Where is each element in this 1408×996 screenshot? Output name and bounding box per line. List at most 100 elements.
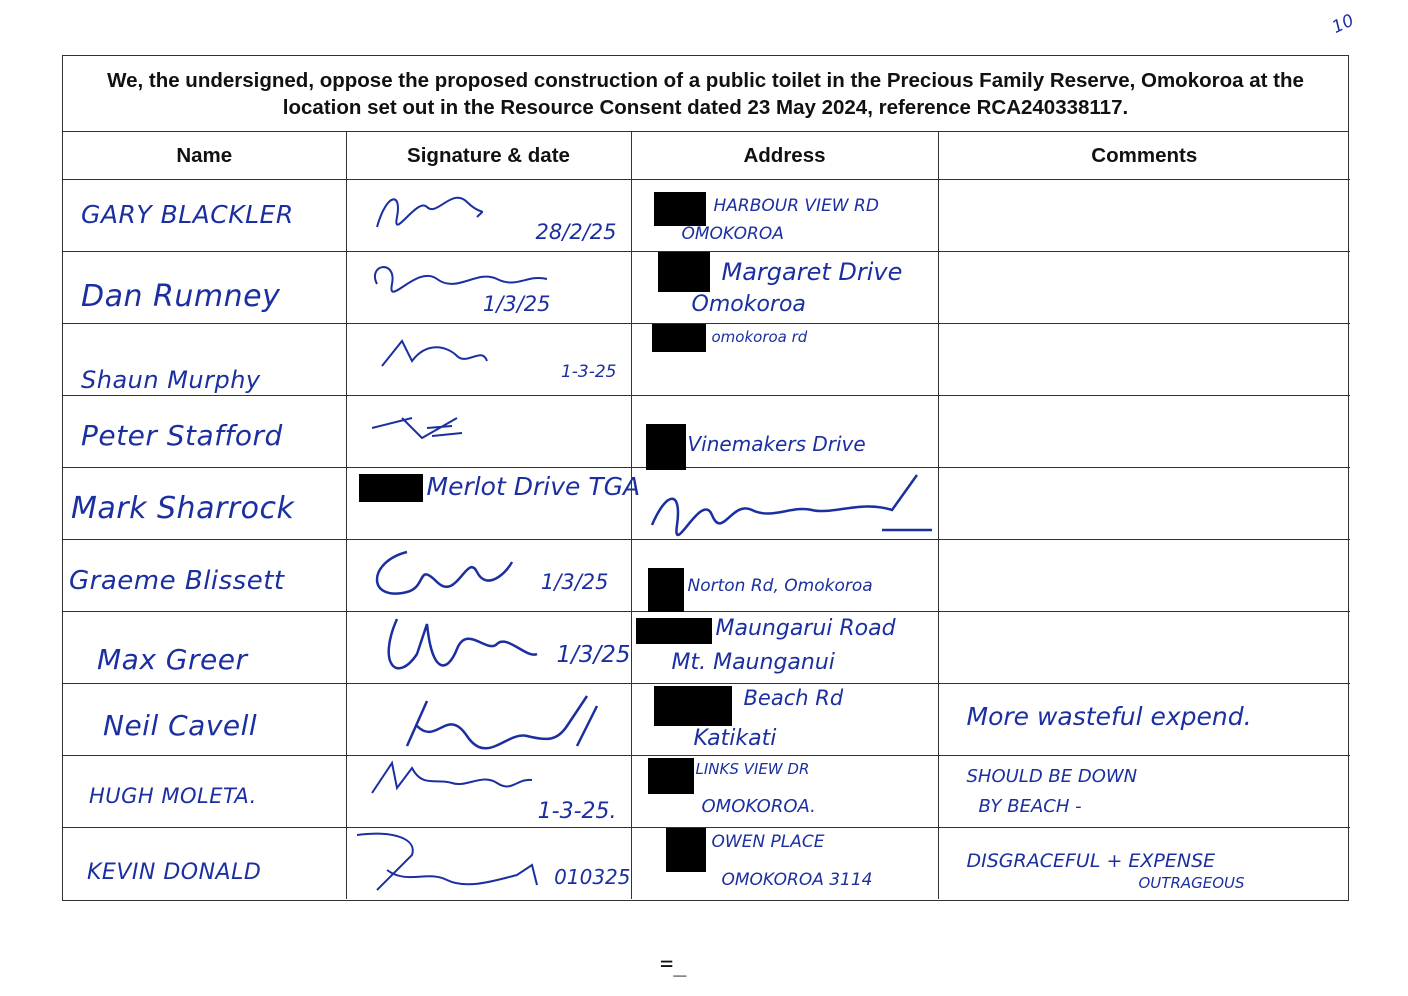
- comment-cell: [937, 251, 1350, 324]
- comment-cell: [937, 611, 1350, 684]
- address-line-1: Maungarui Road: [715, 616, 896, 641]
- address-line-2: Katikati: [693, 726, 777, 751]
- comment-cell: [937, 323, 1350, 396]
- signature-cell: 010325: [345, 827, 632, 899]
- address-line-1: Margaret Drive: [721, 258, 903, 286]
- signature-address-note: Merlot Drive TGA: [426, 472, 641, 501]
- address-cell: Margaret Drive Omokoroa: [630, 251, 939, 324]
- signature-scribble: [375, 550, 513, 595]
- redaction-box: [647, 758, 694, 794]
- signature-scribble: [380, 339, 488, 367]
- address-cell: omokoroa rd: [630, 323, 939, 396]
- signer-name: Dan Rumney: [81, 279, 281, 314]
- comment-line-1: DISGRACEFUL + EXPENSE: [966, 850, 1216, 872]
- page-number: 10: [1329, 10, 1358, 38]
- signer-name: Graeme Blissett: [69, 566, 285, 596]
- signature-date: 1/3/25: [482, 292, 551, 316]
- signer-name: KEVIN DONALD: [87, 860, 262, 885]
- comment-cell: SHOULD BE DOWN BY BEACH -: [937, 755, 1350, 828]
- name-cell: HUGH MOLETA.: [63, 755, 347, 828]
- address-line-2: OMOKOROA: [681, 224, 784, 244]
- redaction-box: [645, 424, 686, 470]
- signature-scribble: [373, 266, 547, 293]
- signer-name: Mark Sharrock: [71, 491, 295, 526]
- signature-cell: Merlot Drive TGA: [345, 467, 640, 540]
- comment-line-2: BY BEACH -: [978, 796, 1082, 817]
- address-line-1: Beach Rd: [743, 686, 844, 710]
- name-cell: Shaun Murphy: [63, 323, 347, 396]
- redaction-box: [657, 252, 710, 292]
- signature-scribble: [650, 474, 932, 536]
- table-row: Dan Rumney 1/3/25 Margaret Drive Omokoro…: [63, 251, 1350, 324]
- comment-cell: [937, 467, 1350, 540]
- signature-date: 010325: [554, 865, 631, 889]
- signature-cell: [345, 395, 632, 468]
- address-line-1: HARBOUR VIEW RD: [713, 196, 879, 216]
- name-cell: KEVIN DONALD: [63, 827, 347, 899]
- address-cell: [630, 467, 939, 540]
- signature-cell: 1/3/25: [345, 251, 632, 324]
- address-line-2: OMOKOROA.: [701, 796, 816, 817]
- signature-cell: [345, 683, 632, 756]
- address-line-1: omokoroa rd: [711, 328, 808, 346]
- redaction-box: [653, 686, 732, 726]
- footer-mark: =_: [660, 952, 687, 977]
- comment-line-1: SHOULD BE DOWN: [966, 766, 1138, 787]
- table-row: GARY BLACKLER 28/2/25 HARBOUR VIEW RD OM…: [63, 179, 1350, 252]
- address-line-1: OWEN PLACE: [711, 832, 825, 852]
- redaction-box: [635, 618, 712, 644]
- signature-scribble: [405, 695, 598, 750]
- redaction-box: [358, 474, 423, 502]
- name-cell: GARY BLACKLER: [63, 179, 347, 252]
- table-row: Neil Cavell Beach Rd Katikati More waste…: [63, 683, 1350, 756]
- signature-scribble: [387, 618, 538, 670]
- redaction-box: [653, 192, 706, 226]
- col-header-signature: Signature & date: [345, 132, 632, 180]
- signature-cell: 1-3-25.: [345, 755, 632, 828]
- name-cell: Neil Cavell: [63, 683, 347, 756]
- comment-line-2: OUTRAGEOUS: [1138, 874, 1245, 892]
- redaction-box: [647, 568, 684, 612]
- address-cell: Beach Rd Katikati: [630, 683, 939, 756]
- header-row: Name Signature & date Address Comments: [63, 132, 1350, 180]
- name-cell: Dan Rumney: [63, 251, 347, 324]
- name-cell: Peter Stafford: [63, 395, 347, 468]
- signature-cell: 28/2/25: [345, 179, 632, 252]
- table-row: KEVIN DONALD 010325 OWEN PLACE OMOKOROA …: [63, 827, 1350, 899]
- signer-name: Max Greer: [97, 643, 248, 676]
- signature-cell: 1/3/25: [345, 611, 632, 684]
- name-cell: Graeme Blissett: [63, 539, 347, 612]
- table-row: Peter Stafford Vinemakers Drive: [63, 395, 1350, 470]
- address-line-1: Norton Rd, Omokoroa: [687, 576, 873, 596]
- col-header-comments: Comments: [937, 132, 1350, 180]
- redaction-box: [665, 828, 706, 872]
- signature-scribble: [356, 832, 538, 891]
- signature-scribble: [375, 196, 483, 228]
- table-row: HUGH MOLETA. 1-3-25. LINKS VIEW DR OMOKO…: [63, 755, 1350, 828]
- comment-cell: More wasteful expend.: [937, 683, 1350, 756]
- signature-date: 1/3/25: [556, 642, 631, 668]
- table-row: Mark Sharrock Merlot Drive TGA: [63, 467, 1350, 540]
- col-header-name: Name: [63, 132, 347, 180]
- table-row: Shaun Murphy 1-3-25 omokoroa rd: [63, 323, 1350, 396]
- address-cell: Maungarui Road Mt. Maunganui: [630, 611, 939, 684]
- col-header-address: Address: [630, 132, 939, 180]
- redaction-box: [651, 324, 706, 352]
- signer-name: Neil Cavell: [103, 709, 258, 742]
- address-line-1: Vinemakers Drive: [687, 432, 866, 456]
- address-cell: LINKS VIEW DR OMOKOROA.: [630, 755, 939, 828]
- comment-line-1: More wasteful expend.: [966, 702, 1252, 731]
- address-cell: Norton Rd, Omokoroa: [630, 539, 939, 612]
- table-row: Graeme Blissett 1/3/25 Norton Rd, Omokor…: [63, 539, 1350, 612]
- address-line-2: Mt. Maunganui: [671, 650, 835, 675]
- signature-date: 28/2/25: [535, 220, 617, 244]
- address-line-2: OMOKOROA 3114: [721, 870, 873, 890]
- comment-cell: [937, 539, 1350, 612]
- signature-cell: 1-3-25: [345, 323, 632, 396]
- address-line-1: LINKS VIEW DR: [695, 760, 810, 778]
- name-cell: Mark Sharrock: [63, 467, 347, 540]
- petition-heading: We, the undersigned, oppose the proposed…: [63, 56, 1348, 132]
- signer-name: GARY BLACKLER: [81, 200, 294, 229]
- address-cell: HARBOUR VIEW RD OMOKOROA: [630, 179, 939, 252]
- signature-scribble: [370, 760, 532, 794]
